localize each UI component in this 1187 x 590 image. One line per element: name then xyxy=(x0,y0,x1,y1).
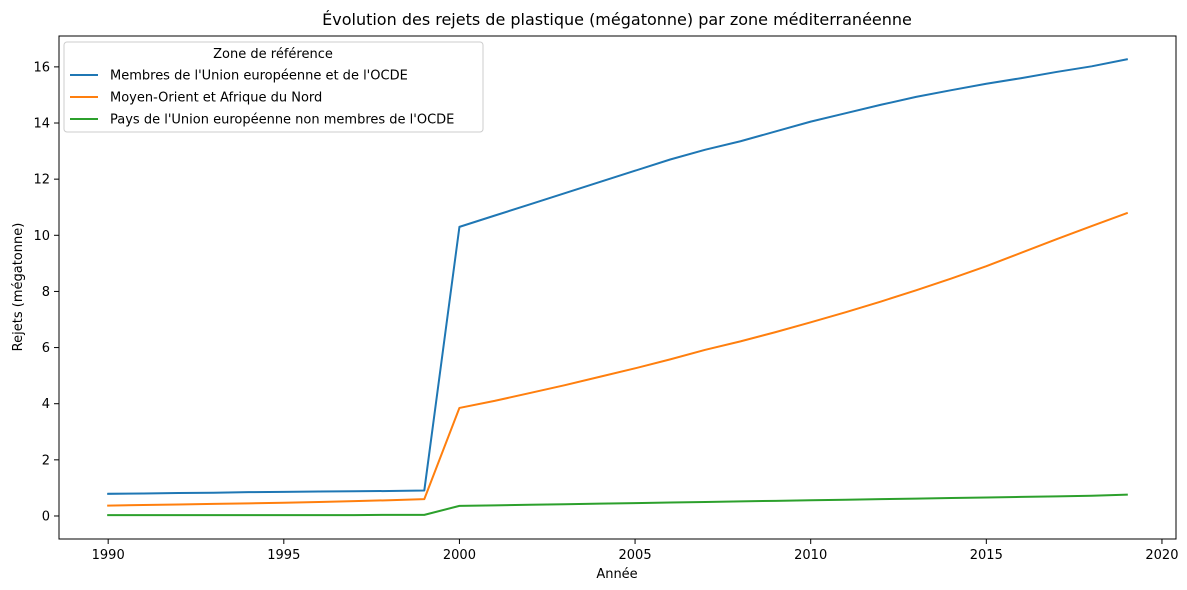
series-line-3 xyxy=(107,493,1128,517)
y-tick-label: 12 xyxy=(33,173,50,188)
series-layer xyxy=(107,58,1129,517)
y-tick-label: 6 xyxy=(42,341,50,356)
x-tick-label: 2010 xyxy=(794,548,827,563)
x-tick-label: 2005 xyxy=(619,548,652,563)
legend-entry-2: Moyen-Orient et Afrique du Nord xyxy=(110,91,322,106)
x-axis: 1990 1995 2000 2005 2010 2015 2020 xyxy=(92,539,1178,563)
x-tick-label: 2020 xyxy=(1145,548,1178,563)
y-tick-label: 14 xyxy=(33,117,50,132)
x-tick-label: 1990 xyxy=(92,548,125,563)
x-tick-label: 2015 xyxy=(970,548,1003,563)
y-tick-label: 16 xyxy=(33,60,50,75)
x-tick-label: 2000 xyxy=(443,548,476,563)
y-tick-label: 10 xyxy=(33,229,50,244)
y-axis-label: Rejets (mégatonne) xyxy=(11,223,26,352)
legend-box xyxy=(63,41,484,133)
y-tick-label: 8 xyxy=(42,285,50,300)
plot-frame xyxy=(58,35,1177,540)
legend-entry-3: Pays de l'Union européenne non membres d… xyxy=(110,113,454,128)
y-axis: 0 2 4 6 8 10 12 14 16 xyxy=(33,60,59,524)
legend-entry-1: Membres de l'Union européenne et de l'OC… xyxy=(110,69,408,84)
chart-title: Évolution des rejets de plastique (mégat… xyxy=(322,10,912,29)
legend: Zone de référence Membres de l'Union eur… xyxy=(63,41,484,133)
legend-title: Zone de référence xyxy=(213,47,333,62)
y-tick-label: 2 xyxy=(42,453,50,468)
series-line-1 xyxy=(107,58,1128,495)
x-axis-label: Année xyxy=(596,567,637,582)
x-tick-label: 1995 xyxy=(267,548,300,563)
y-tick-label: 0 xyxy=(42,509,50,524)
y-tick-label: 4 xyxy=(42,397,50,412)
series-line-2 xyxy=(107,211,1129,507)
